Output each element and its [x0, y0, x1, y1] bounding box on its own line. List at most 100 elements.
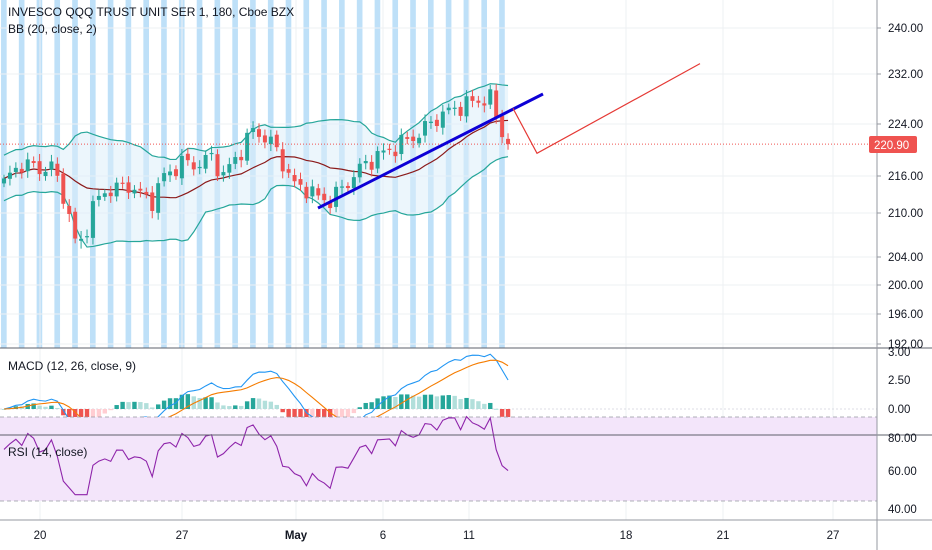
macd-label: MACD (12, 26, close, 9): [8, 359, 136, 373]
macd-histogram-bar: [387, 395, 392, 409]
macd-histogram-bar: [203, 397, 208, 409]
indicator-label: BB (20, close, 2): [8, 22, 97, 36]
price-tick-label: 224.00: [888, 119, 923, 131]
candle-body: [138, 188, 143, 191]
candle-body: [209, 152, 214, 155]
macd-histogram-bar: [185, 394, 191, 409]
macd-histogram-bar: [369, 402, 374, 409]
macd-histogram-bar: [357, 407, 362, 409]
candle-body: [328, 201, 333, 209]
macd-histogram-bar: [108, 409, 113, 411]
time-tick-label: May: [285, 530, 308, 542]
candle-body: [428, 121, 433, 124]
macd-histogram-bar: [434, 396, 440, 409]
candle-body: [61, 173, 66, 204]
chart-title: INVESCO QQQ TRUST UNIT SER 1, 180, Cboe …: [8, 5, 294, 19]
session-stripe: [1, 0, 7, 348]
candle-body: [31, 161, 36, 164]
bb-lower-band: [3, 156, 509, 248]
candle-body: [197, 166, 202, 169]
macd-histogram-bar: [1, 409, 7, 410]
macd-histogram-bar: [298, 409, 303, 425]
macd-histogram-bar: [55, 407, 60, 409]
candle-body: [423, 121, 428, 136]
candle-body: [108, 192, 113, 197]
candle-body: [351, 177, 356, 189]
macd-histogram-bar: [482, 403, 487, 409]
bollinger-fill: [4, 83, 509, 248]
macd-histogram-bar: [179, 394, 185, 409]
candle-body: [90, 201, 95, 238]
macd-histogram-bar: [155, 404, 161, 409]
candle-body: [411, 136, 416, 142]
candle-body: [262, 135, 267, 143]
candle-body: [405, 137, 410, 139]
macd-histogram-bar: [67, 409, 72, 422]
candle-body: [310, 186, 315, 197]
macd-histogram-bar: [416, 396, 422, 409]
price-tick-label: 216.00: [888, 171, 923, 183]
candle-body: [340, 186, 345, 188]
macd-histogram-bar: [31, 403, 36, 409]
macd-histogram-bar: [209, 397, 214, 409]
candle-body: [162, 173, 167, 182]
candle-body: [381, 150, 386, 153]
macd-histogram-bar: [499, 409, 505, 417]
macd-histogram-bar: [161, 400, 167, 409]
candle-body: [185, 153, 190, 161]
macd-histogram-bar: [292, 409, 297, 422]
candle-body: [191, 162, 196, 170]
last-price-value: 220.90: [874, 140, 909, 152]
macd-histogram-bar: [227, 406, 232, 409]
macd-histogram-bar: [61, 409, 66, 416]
candle-body: [470, 96, 475, 101]
rsi-line: [3, 415, 509, 496]
candle-body: [85, 236, 90, 238]
macd-histogram-bar: [96, 409, 102, 420]
macd-histogram-bar: [363, 402, 368, 409]
macd-histogram-bar: [250, 398, 256, 409]
trendline: [317, 92, 544, 210]
session-stripe: [499, 0, 505, 348]
candle-body: [417, 137, 422, 144]
candle-body: [399, 134, 404, 155]
macd-histogram-bar: [274, 404, 279, 409]
candle-body: [179, 155, 184, 179]
candle-body: [452, 107, 457, 109]
drawings[interactable]: [0, 63, 877, 210]
candle-body: [245, 132, 250, 161]
macd-histogram-bar: [138, 402, 143, 409]
macd-histogram-bar: [428, 394, 434, 409]
candle-body: [102, 193, 107, 197]
candle-body: [251, 128, 256, 133]
macd-histogram-bar: [399, 394, 404, 409]
candle-body: [215, 154, 220, 177]
macd-histogram-bar: [505, 409, 511, 424]
macd-histogram-bar: [37, 405, 42, 409]
candle-body: [268, 136, 273, 145]
price-tick-label: 204.00: [888, 252, 923, 264]
candle-body: [375, 151, 380, 169]
macd-histogram-bar: [126, 402, 131, 409]
macd-histogram-bar: [120, 401, 125, 409]
price-tick-label: 232.00: [888, 69, 923, 81]
candle-body: [132, 189, 137, 194]
macd-histogram-bar: [233, 405, 238, 409]
rsi-pane: [0, 415, 877, 502]
candle-body: [298, 179, 303, 185]
candle-body: [434, 119, 439, 127]
candle-body: [286, 169, 291, 173]
candle-body: [79, 238, 84, 241]
session-stripe: [481, 0, 487, 348]
price-tick-label: 200.00: [888, 280, 923, 292]
candle-body: [304, 186, 309, 199]
candle-body: [2, 178, 6, 184]
candle-body: [345, 185, 350, 189]
candle-body: [488, 89, 493, 105]
last-price-tag: 220.90: [869, 136, 917, 153]
time-tick-label: 6: [380, 530, 386, 542]
macd-histogram-bar: [43, 406, 48, 409]
candle-body: [173, 169, 178, 177]
candle-body: [369, 161, 374, 170]
